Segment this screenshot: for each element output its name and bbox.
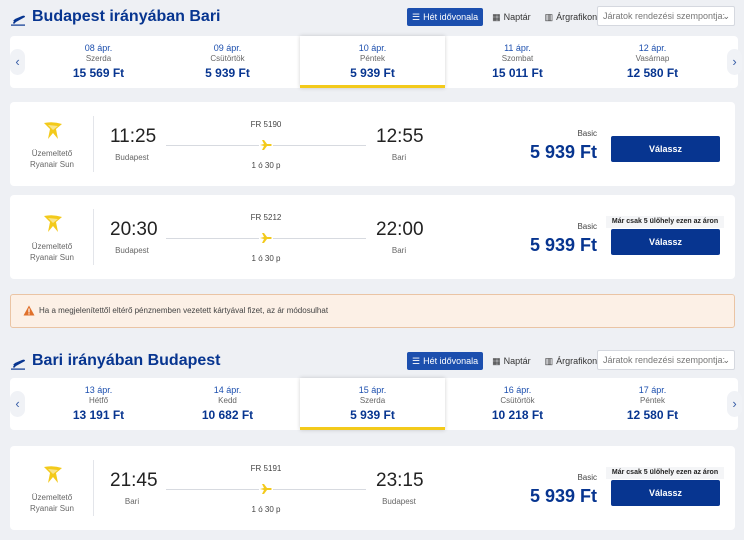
arrival-city: Budapest: [382, 497, 416, 506]
next-week-button[interactable]: ›: [727, 49, 742, 75]
operator-name: Ryanair Sun: [29, 253, 75, 262]
chevron-down-icon: ⌄: [722, 11, 730, 21]
fare-type: Basic: [577, 222, 597, 231]
warning-icon: [23, 305, 35, 316]
outbound-header: Budapest irányában Bari ☰ Hét idővonala ▦…: [0, 6, 744, 34]
list-icon: ☰: [412, 12, 421, 22]
departure-city: Bari: [124, 497, 140, 506]
inbound-sort-select[interactable]: Járatok rendezési szempontja: ⌄: [597, 350, 735, 370]
inbound-date-strip: ‹ 13 ápr. Hétfő 13 191 Ft 14 ápr. Kedd 1…: [10, 378, 742, 430]
outbound-date-strip: ‹ 08 ápr. Szerda 15 569 Ft 09 ápr. Csütö…: [10, 36, 742, 88]
date-cell[interactable]: 17 ápr. Péntek 12 580 Ft: [626, 385, 679, 422]
flight-card: Üzemeltető Ryanair Sun 20:30 Budapest FR …: [10, 195, 735, 279]
date-cell[interactable]: 08 ápr. Szerda 15 569 Ft: [72, 43, 125, 80]
departure-city: Budapest: [115, 246, 149, 255]
fare-price: 5 939 Ft: [529, 486, 597, 506]
arrival-time: 12:55: [376, 126, 424, 147]
ryanair-logo-icon: [44, 215, 62, 232]
outbound-title: Budapest irányában Bari: [32, 8, 221, 25]
arrival-city: Bari: [391, 246, 407, 255]
departure-time: 20:30: [110, 219, 158, 240]
plane-departure-icon: [11, 359, 25, 370]
date-cell-selected[interactable]: 15 ápr. Szerda 5 939 Ft: [300, 378, 445, 430]
prev-week-button[interactable]: ‹: [10, 49, 25, 75]
tab-calendar[interactable]: ▦ Naptár: [487, 8, 536, 26]
select-flight-button[interactable]: Válassz: [611, 136, 720, 162]
flight-card: Üzemeltető Ryanair Sun 21:45 Bari FR 5191…: [10, 446, 735, 530]
select-flight-button[interactable]: Válassz: [611, 229, 720, 255]
operator-name: Ryanair Sun: [29, 160, 75, 169]
date-cell[interactable]: 09 ápr. Csütörtök 5 939 Ft: [205, 43, 250, 80]
ryanair-logo-icon: [44, 466, 62, 483]
ryanair-logo-icon: [44, 122, 62, 139]
outbound-sort-select[interactable]: Járatok rendezési szempontja: ⌄: [597, 6, 735, 26]
fare-type: Basic: [577, 473, 597, 482]
date-cell[interactable]: 13 ápr. Hétfő 13 191 Ft: [72, 385, 125, 422]
arrival-city: Bari: [391, 153, 407, 162]
calendar-icon: ▦: [492, 356, 501, 366]
prev-week-button[interactable]: ‹: [10, 391, 25, 417]
date-cell[interactable]: 16 ápr. Csütörtök 10 218 Ft: [491, 385, 544, 422]
flight-card: Üzemeltető Ryanair Sun 11:25 Budapest FR …: [10, 102, 735, 186]
next-week-button[interactable]: ›: [727, 391, 742, 417]
inbound-title: Bari irányában Budapest: [32, 352, 221, 369]
flight-number: FR 5212: [250, 213, 282, 222]
plane-icon: [259, 483, 273, 495]
list-icon: ☰: [412, 356, 421, 366]
fare-type: Basic: [577, 129, 597, 138]
tab-price-chart[interactable]: ▥ Árgrafikon: [539, 352, 603, 370]
alert-text: Ha a megjelenítettől eltérő pénznemben v…: [39, 306, 329, 315]
plane-departure-icon: [11, 15, 25, 26]
fare-price: 5 939 Ft: [529, 142, 597, 162]
arrival-time: 22:00: [376, 219, 424, 240]
departure-city: Budapest: [115, 153, 149, 162]
seats-left-badge: Már csak 5 ülőhely ezen az áron: [606, 467, 724, 479]
inbound-view-tabs: ☰ Hét idővonala ▦ Naptár ▥ Árgrafikon: [407, 352, 603, 370]
date-cell[interactable]: 12 ápr. Vasárnap 12 580 Ft: [626, 43, 679, 80]
tab-week-timeline[interactable]: ☰ Hét idővonala: [407, 8, 484, 26]
select-flight-button[interactable]: Válassz: [611, 480, 720, 506]
flight-duration: 1 ó 30 p: [251, 505, 281, 514]
tab-calendar[interactable]: ▦ Naptár: [487, 352, 536, 370]
departure-time: 11:25: [110, 126, 157, 147]
seats-left-badge: Már csak 5 ülőhely ezen az áron: [606, 216, 724, 228]
plane-icon: [259, 232, 273, 244]
bar-chart-icon: ▥: [544, 356, 554, 366]
flight-number: FR 5190: [250, 120, 282, 129]
bar-chart-icon: ▥: [544, 12, 554, 22]
operator-name: Ryanair Sun: [29, 504, 75, 513]
flight-number: FR 5191: [250, 464, 282, 473]
tab-price-chart[interactable]: ▥ Árgrafikon: [539, 8, 603, 26]
date-cell-selected[interactable]: 10 ápr. Péntek 5 939 Ft: [300, 36, 445, 88]
flight-duration: 1 ó 30 p: [251, 161, 281, 170]
calendar-icon: ▦: [492, 12, 501, 22]
tab-week-timeline[interactable]: ☰ Hét idővonala: [407, 352, 484, 370]
fare-price: 5 939 Ft: [529, 235, 597, 255]
plane-icon: [259, 139, 273, 151]
flight-duration: 1 ó 30 p: [251, 254, 281, 263]
outbound-view-tabs: ☰ Hét idővonala ▦ Naptár ▥ Árgrafikon: [407, 8, 603, 26]
date-cell[interactable]: 14 ápr. Kedd 10 682 Ft: [201, 385, 254, 422]
inbound-header: Bari irányában Budapest ☰ Hét idővonala ▦…: [0, 350, 744, 378]
currency-alert: Ha a megjelenítettől eltérő pénznemben v…: [10, 294, 735, 328]
chevron-down-icon: ⌄: [722, 355, 730, 365]
arrival-time: 23:15: [376, 470, 424, 491]
departure-time: 21:45: [110, 470, 158, 491]
date-cell[interactable]: 11 ápr. Szombat 15 011 Ft: [492, 43, 543, 80]
